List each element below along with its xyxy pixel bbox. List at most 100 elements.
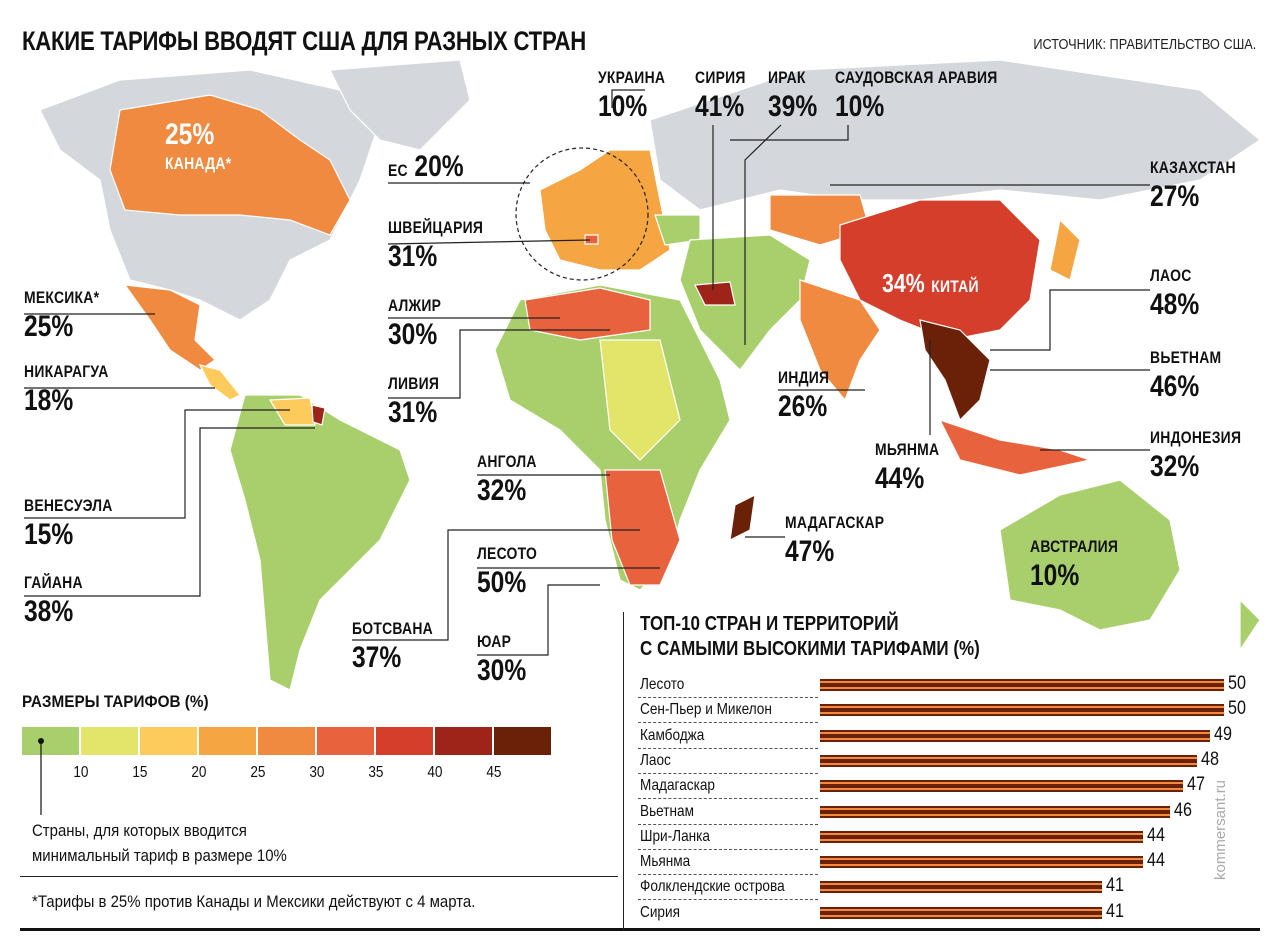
legend-swatch xyxy=(140,727,197,755)
bar-value: 44 xyxy=(1146,850,1165,872)
map-label-kazakhstan: КАЗАХСТАН 27% xyxy=(1150,158,1236,212)
map-label-china: 34% КИТАЙ xyxy=(882,270,979,297)
chart-title-line1: ТОП-10 СТРАН И ТЕРРИТОРИЙ xyxy=(640,613,899,635)
tariff-value: 48% xyxy=(1150,288,1200,321)
bar-value: 49 xyxy=(1214,723,1233,745)
bar xyxy=(820,830,1143,843)
row-separator xyxy=(638,848,818,850)
row-separator xyxy=(638,874,818,876)
source-note: ИСТОЧНИК: ПРАВИТЕЛЬСТВО США. xyxy=(1033,36,1256,53)
tariff-value: 30% xyxy=(477,654,527,687)
region-southern-africa xyxy=(604,469,681,586)
map-label-indonesia: ИНДОНЕЗИЯ 32% xyxy=(1150,428,1241,482)
map-label-libya: ЛИВИЯ 31% xyxy=(388,374,439,428)
country-name: НИКАРАГУА xyxy=(24,362,109,381)
page-title: КАКИЕ ТАРИФЫ ВВОДЯТ США ДЛЯ РАЗНЫХ СТРАН xyxy=(22,26,587,56)
country-name: АВСТРАЛИЯ xyxy=(1030,537,1119,556)
tariff-value: 47% xyxy=(785,535,835,568)
region-australia xyxy=(999,479,1181,631)
legend-swatch xyxy=(435,727,492,755)
map-label-angola: АНГОЛА 32% xyxy=(477,452,537,506)
bar-label: Фолклендские острова xyxy=(640,878,785,896)
legend-tick: 35 xyxy=(368,764,384,781)
row-separator xyxy=(638,899,818,901)
region-madagascar xyxy=(729,493,756,542)
legend-tick: 30 xyxy=(309,764,325,781)
divider xyxy=(20,876,618,877)
bar-label: Лесото xyxy=(640,676,685,693)
legend-swatch xyxy=(81,727,138,755)
footnote: *Тарифы в 25% против Канады и Мексики де… xyxy=(32,892,476,911)
region-mexico xyxy=(123,284,216,371)
region-indonesia xyxy=(938,418,1093,476)
country-name: ЛЕСОТО xyxy=(477,544,538,563)
country-name: КАЗАХСТАН xyxy=(1150,158,1236,177)
map-label-myanmar: МЬЯНМА 44% xyxy=(875,440,939,494)
legend-swatch xyxy=(376,727,433,755)
legend-tick: 25 xyxy=(250,764,266,781)
map-label-laos: ЛАОС 48% xyxy=(1150,266,1199,320)
map-label-india: ИНДИЯ 26% xyxy=(778,368,829,422)
country-name: УКРАИНА xyxy=(598,68,666,87)
region-greenland xyxy=(329,59,471,151)
legend-tick: 15 xyxy=(132,764,148,781)
country-name: БОТСВАНА xyxy=(352,619,433,638)
tariff-value: 37% xyxy=(352,641,402,674)
bar-label: Сирия xyxy=(640,903,680,921)
bar-label: Вьетнам xyxy=(640,802,694,820)
map-label-south-africa: ЮАР 30% xyxy=(477,632,526,686)
region-central-america xyxy=(198,364,241,401)
chart-divider xyxy=(623,612,624,930)
map-label-nicaragua: НИКАРАГУА 18% xyxy=(24,362,109,416)
country-name: МАДАГАСКАР xyxy=(785,513,885,532)
legend-tick: 45 xyxy=(486,764,502,781)
region-guyana xyxy=(311,404,326,426)
legend-tick: 10 xyxy=(73,764,89,781)
bar xyxy=(820,881,1102,894)
bar-label: Шри-Ланка xyxy=(640,827,710,845)
tariff-value: 10% xyxy=(835,90,885,123)
tariff-value: 10% xyxy=(1030,559,1080,592)
legend-swatch xyxy=(494,727,551,755)
tariff-value: 26% xyxy=(778,390,828,423)
bar-value: 41 xyxy=(1105,900,1124,922)
region-central-africa xyxy=(599,339,681,461)
map-label-saudi: САУДОВСКАЯ АРАВИЯ 10% xyxy=(835,68,998,122)
legend-pointer xyxy=(38,738,44,815)
bar-label: Мадагаскар xyxy=(640,777,715,795)
brand-watermark: kommersant.ru xyxy=(1212,779,1229,880)
tariff-value: 44% xyxy=(875,462,925,495)
country-name: МЕКСИКА* xyxy=(24,288,100,307)
bar-label: Лаос xyxy=(640,751,671,769)
map-label-madagascar: МАДАГАСКАР 47% xyxy=(785,513,884,567)
region-europe xyxy=(539,149,671,271)
legend-note-line1: Страны, для которых вводится xyxy=(32,821,247,840)
region-nz xyxy=(1239,598,1261,652)
legend-tick: 40 xyxy=(427,764,443,781)
tariff-value: 39% xyxy=(768,90,818,123)
region-japan xyxy=(1049,218,1081,281)
bottom-rule xyxy=(20,928,1260,931)
map-label-guyana: ГАЙАНА 38% xyxy=(24,573,83,627)
country-name: ЮАР xyxy=(477,632,512,651)
country-name: АНГОЛА xyxy=(477,452,537,471)
map-label-mexico: МЕКСИКА* 25% xyxy=(24,288,99,342)
map-label-australia: АВСТРАЛИЯ 10% xyxy=(1030,537,1118,591)
tariff-value: 31% xyxy=(388,240,438,273)
country-name: ИНДОНЕЗИЯ xyxy=(1150,428,1242,447)
chart-title-line2: С САМЫМИ ВЫСОКИМИ ТАРИФАМИ (%) xyxy=(640,638,980,660)
row-separator xyxy=(638,823,818,825)
map-label-lesotho: ЛЕСОТО 50% xyxy=(477,544,537,598)
country-name: ГАЙАНА xyxy=(24,573,83,592)
map-label-vietnam: ВЬЕТНАМ 46% xyxy=(1150,348,1221,402)
bar-value: 50 xyxy=(1228,698,1246,720)
map-label-botswana: БОТСВАНА 37% xyxy=(352,619,433,673)
region-canada xyxy=(109,94,351,236)
map-label-venezuela: ВЕНЕСУЭЛА 15% xyxy=(24,496,113,550)
legend-tick: 20 xyxy=(191,764,207,781)
tariff-value: 31% xyxy=(388,396,438,429)
country-name: КИТАЙ xyxy=(931,277,979,296)
tariff-value: 10% xyxy=(598,90,648,123)
legend-title: РАЗМЕРЫ ТАРИФОВ (%) xyxy=(22,692,209,711)
